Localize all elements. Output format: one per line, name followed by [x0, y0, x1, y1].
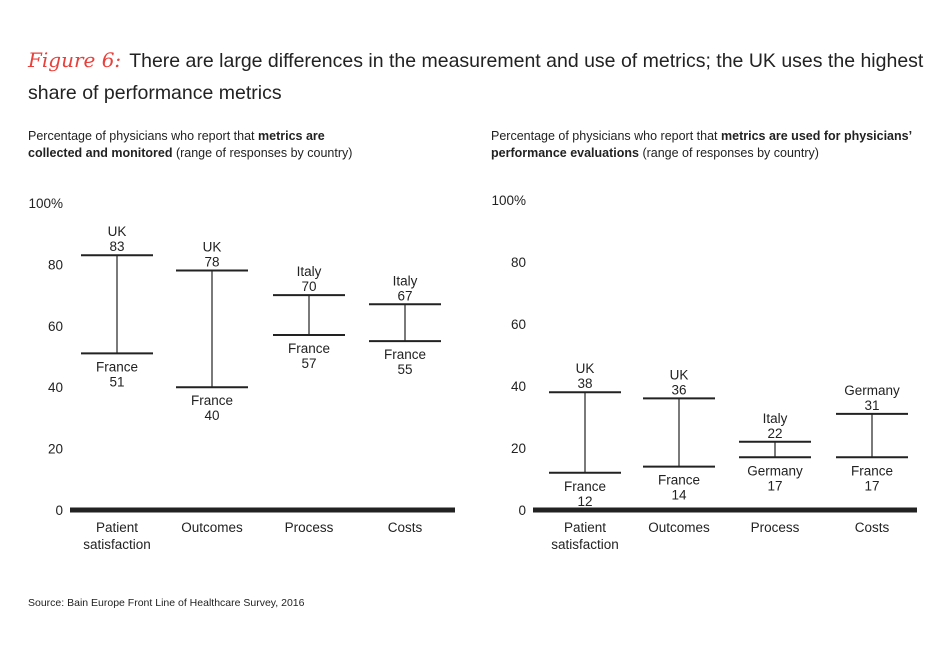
x-tick-label: satisfaction [551, 537, 619, 552]
high-country-label: UK [108, 224, 127, 239]
x-tick-label: Process [751, 520, 800, 535]
high-country-label: Italy [763, 411, 788, 426]
high-country-label: Italy [297, 264, 322, 279]
high-value-label: 31 [864, 398, 879, 413]
high-value-label: 38 [577, 376, 592, 391]
y-tick-label: 60 [511, 317, 526, 332]
low-country-label: France [658, 473, 700, 488]
high-country-label: UK [576, 361, 595, 376]
high-country-label: Germany [844, 383, 900, 398]
low-country-label: Germany [747, 463, 803, 478]
y-tick-label: 100% [28, 196, 63, 211]
x-tick-label: Process [285, 520, 334, 535]
low-value-label: 12 [577, 494, 592, 509]
subtitle-post: (range of responses by country) [172, 146, 353, 160]
y-tick-label: 40 [511, 379, 526, 394]
low-value-label: 55 [397, 362, 412, 377]
x-tick-label: Costs [388, 520, 423, 535]
x-tick-label: Outcomes [648, 520, 710, 535]
right-chart-subtitle: Percentage of physicians who report that… [491, 128, 941, 162]
y-tick-label: 60 [48, 319, 63, 334]
subtitle-pre: Percentage of physicians who report that [491, 129, 721, 143]
high-value-label: 70 [301, 279, 316, 294]
low-value-label: 14 [671, 488, 687, 503]
left-chart-subtitle: Percentage of physicians who report that… [28, 128, 378, 162]
subtitle-bold: metrics are used for physicians’ perform… [491, 129, 912, 160]
high-value-label: 36 [671, 382, 686, 397]
high-country-label: UK [670, 367, 689, 382]
low-country-label: France [851, 463, 893, 478]
figure-title: Figure 6: There are large differences in … [28, 44, 938, 109]
x-tick-label: Patient [564, 520, 606, 535]
high-value-label: 78 [204, 255, 219, 270]
y-tick-label: 80 [511, 255, 526, 270]
title-text: There are large differences in the measu… [28, 50, 924, 104]
y-tick-label: 0 [55, 503, 63, 518]
y-tick-label: 40 [48, 380, 63, 395]
subtitle-post: (range of responses by country) [638, 146, 819, 160]
high-country-label: Italy [393, 273, 418, 288]
high-value-label: 67 [397, 288, 412, 303]
high-value-label: 83 [109, 239, 124, 254]
y-tick-label: 20 [511, 441, 526, 456]
subtitle-bold: metrics are collected and monitored [28, 129, 325, 160]
source-note: Source: Bain Europe Front Line of Health… [28, 597, 305, 609]
y-tick-label: 100% [491, 193, 526, 208]
low-value-label: 17 [767, 478, 782, 493]
low-country-label: France [191, 393, 233, 408]
low-country-label: France [564, 479, 606, 494]
low-country-label: France [288, 341, 330, 356]
high-value-label: 22 [767, 426, 782, 441]
subtitle-pre: Percentage of physicians who report that [28, 129, 258, 143]
low-value-label: 51 [109, 374, 124, 389]
low-value-label: 57 [301, 356, 316, 371]
x-tick-label: Outcomes [181, 520, 243, 535]
x-tick-label: Patient [96, 520, 138, 535]
low-country-label: France [384, 347, 426, 362]
y-tick-label: 20 [48, 442, 63, 457]
figure-label: Figure 6: [28, 48, 122, 72]
y-tick-label: 80 [48, 257, 63, 272]
low-country-label: France [96, 359, 138, 374]
x-tick-label: Costs [855, 520, 890, 535]
low-value-label: 17 [864, 478, 879, 493]
y-tick-label: 0 [518, 503, 526, 518]
low-value-label: 40 [204, 408, 219, 423]
x-tick-label: satisfaction [83, 537, 151, 552]
high-country-label: UK [203, 240, 222, 255]
